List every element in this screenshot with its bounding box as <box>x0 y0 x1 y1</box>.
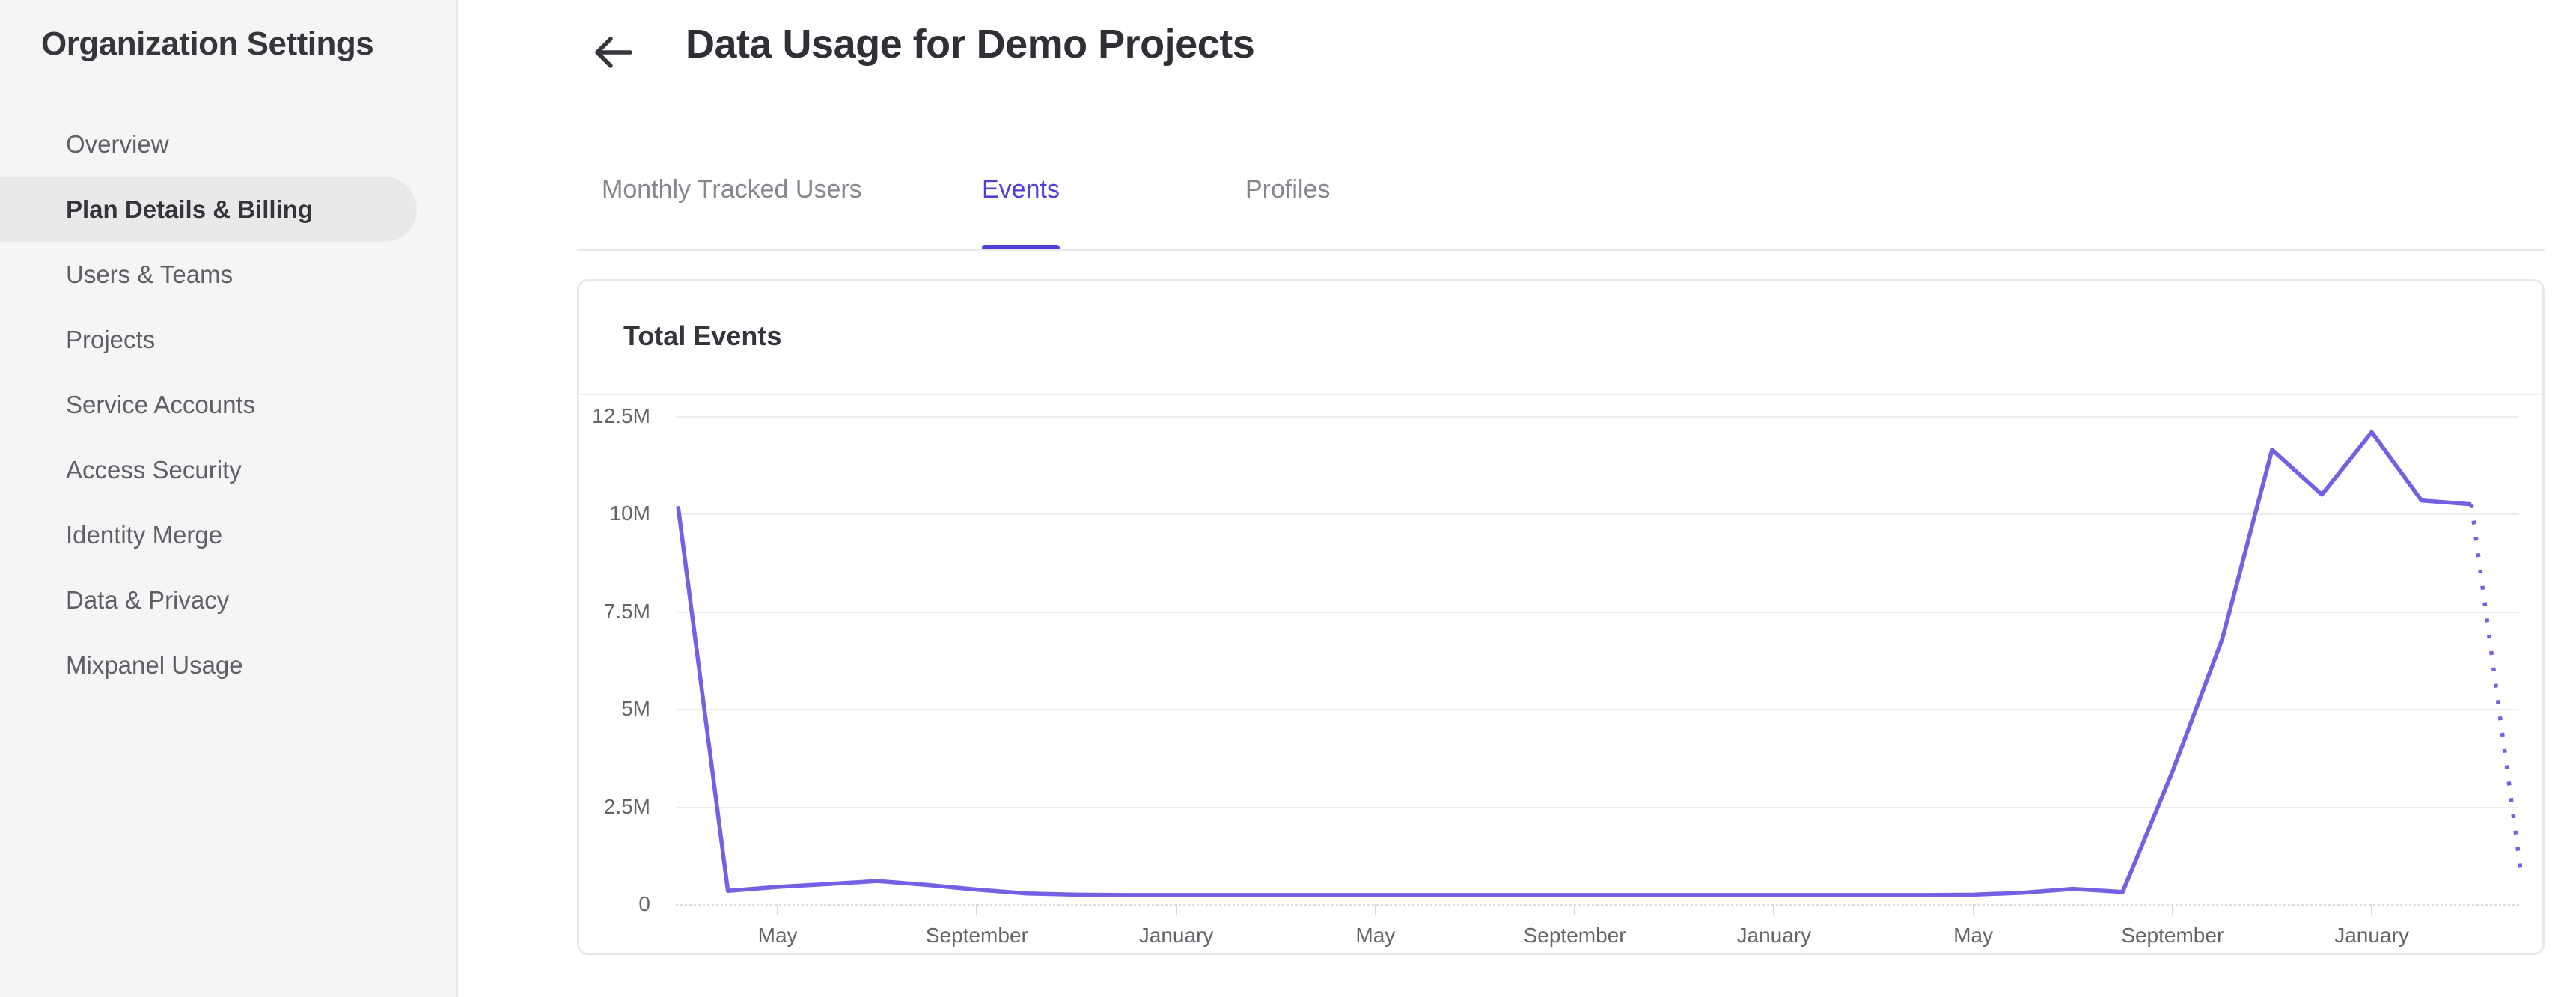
active-tab-indicator <box>982 245 1060 251</box>
x-axis-tick-mark <box>976 904 978 915</box>
sidebar-item-service-accounts[interactable]: Service Accounts <box>66 390 256 418</box>
y-axis-tick-label: 5M <box>621 697 650 721</box>
sidebar-item-users-teams[interactable]: Users & Teams <box>66 260 234 288</box>
sidebar: Organization Settings Overview Plan Detai… <box>0 0 458 997</box>
sidebar-item-overview[interactable]: Overview <box>66 129 169 158</box>
series-line-solid <box>676 430 2472 897</box>
x-axis-tick-mark <box>777 904 779 915</box>
x-axis-tick-label: January <box>2334 924 2409 947</box>
x-axis-tick-label: January <box>1138 924 1214 947</box>
gridline <box>676 904 2519 906</box>
x-axis-tick-mark <box>1374 904 1376 915</box>
x-axis-tick-mark <box>1972 904 1974 915</box>
sidebar-item-mixpanel-usage[interactable]: Mixpanel Usage <box>66 650 243 679</box>
chart-title: Total Events <box>623 320 782 351</box>
arrow-left-icon <box>595 37 632 68</box>
y-axis-tick-label: 7.5M <box>603 599 650 623</box>
x-axis-tick-mark <box>1175 904 1177 915</box>
tab-events[interactable]: Events <box>982 159 1060 251</box>
tab-bar-divider <box>577 249 2545 251</box>
total-events-card: Total Events 12.5M 10M 7.5M 5M 2.5M 0 May Septe… <box>577 279 2545 955</box>
sidebar-item-projects[interactable]: Projects <box>66 325 156 353</box>
sidebar-item-identity-merge[interactable]: Identity Merge <box>66 520 223 549</box>
x-axis-tick-label: September <box>2121 924 2224 947</box>
x-axis-tick-label: September <box>925 924 1028 947</box>
x-axis-tick-mark <box>1574 904 1576 915</box>
gridline <box>676 709 2519 711</box>
tab-label: Profiles <box>1245 175 1331 204</box>
x-axis-tick-label: May <box>757 924 798 947</box>
x-axis-tick-mark <box>2171 904 2173 915</box>
x-axis-tick-label: September <box>1523 924 1626 947</box>
y-axis-tick-label: 0 <box>638 892 650 915</box>
x-axis-tick-label: May <box>1953 924 1993 947</box>
gridline <box>676 611 2519 613</box>
series-line-projected-dotted <box>2469 504 2524 874</box>
gridline <box>676 806 2519 808</box>
x-axis-tick-label: May <box>1355 924 1396 947</box>
gridline <box>676 416 2519 418</box>
card-title-divider <box>579 394 2542 395</box>
gridline <box>676 513 2519 516</box>
y-axis-tick-label: 2.5M <box>603 794 650 818</box>
back-button[interactable] <box>591 30 636 75</box>
tab-monthly-tracked-users[interactable]: Monthly Tracked Users <box>602 159 862 251</box>
x-axis-tick-mark <box>1773 904 1775 915</box>
y-axis-tick-label: 12.5M <box>592 404 650 427</box>
tab-label: Monthly Tracked Users <box>602 175 862 204</box>
sidebar-item-data-privacy[interactable]: Data & Privacy <box>66 585 230 614</box>
sidebar-nav: Overview Plan Details & Billing Users & Te… <box>0 112 458 698</box>
y-axis-tick-label: 10M <box>609 501 650 525</box>
events-line-chart[interactable]: 12.5M 10M 7.5M 5M 2.5M 0 May September January Ma… <box>579 394 2542 955</box>
tab-label: Events <box>982 175 1060 204</box>
x-axis-tick-label: January <box>1736 924 1812 947</box>
sidebar-title: Organization Settings <box>41 25 374 62</box>
page-title: Data Usage for Demo Projects <box>686 22 1255 67</box>
total-events-series-line <box>676 430 2524 897</box>
tab-profiles[interactable]: Profiles <box>1245 159 1330 251</box>
sidebar-item-access-security[interactable]: Access Security <box>66 455 242 484</box>
sidebar-item-plan-details-billing[interactable]: Plan Details & Billing <box>0 177 417 242</box>
x-axis-tick-mark <box>2371 904 2373 915</box>
